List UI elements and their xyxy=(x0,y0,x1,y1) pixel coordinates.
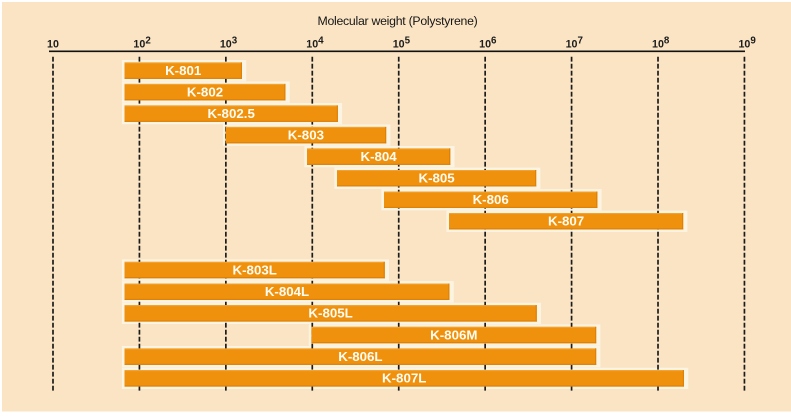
svg-text:103: 103 xyxy=(220,36,238,51)
svg-text:107: 107 xyxy=(566,36,584,51)
svg-text:Molecular weight (Polystyrene): Molecular weight (Polystyrene) xyxy=(317,14,477,28)
svg-text:10: 10 xyxy=(47,38,59,50)
svg-text:K-805: K-805 xyxy=(418,171,455,186)
svg-text:K-807: K-807 xyxy=(548,214,584,229)
svg-text:102: 102 xyxy=(133,36,151,51)
svg-text:K-806M: K-806M xyxy=(430,327,477,342)
svg-text:K-804: K-804 xyxy=(360,149,397,164)
svg-text:104: 104 xyxy=(306,36,324,51)
svg-text:K-801: K-801 xyxy=(165,63,202,78)
svg-text:K-806L: K-806L xyxy=(338,349,382,364)
svg-text:K-802.5: K-802.5 xyxy=(208,106,256,121)
svg-text:109: 109 xyxy=(738,36,756,51)
svg-text:K-805L: K-805L xyxy=(308,306,352,321)
svg-text:K-803L: K-803L xyxy=(233,262,277,277)
svg-text:K-803: K-803 xyxy=(288,127,324,142)
svg-text:105: 105 xyxy=(393,36,411,51)
svg-text:K-802: K-802 xyxy=(187,84,223,99)
svg-text:K-807L: K-807L xyxy=(382,371,426,386)
svg-text:106: 106 xyxy=(479,36,497,51)
svg-text:K-806: K-806 xyxy=(473,192,509,207)
svg-text:K-804L: K-804L xyxy=(265,284,309,299)
svg-text:108: 108 xyxy=(652,36,670,51)
